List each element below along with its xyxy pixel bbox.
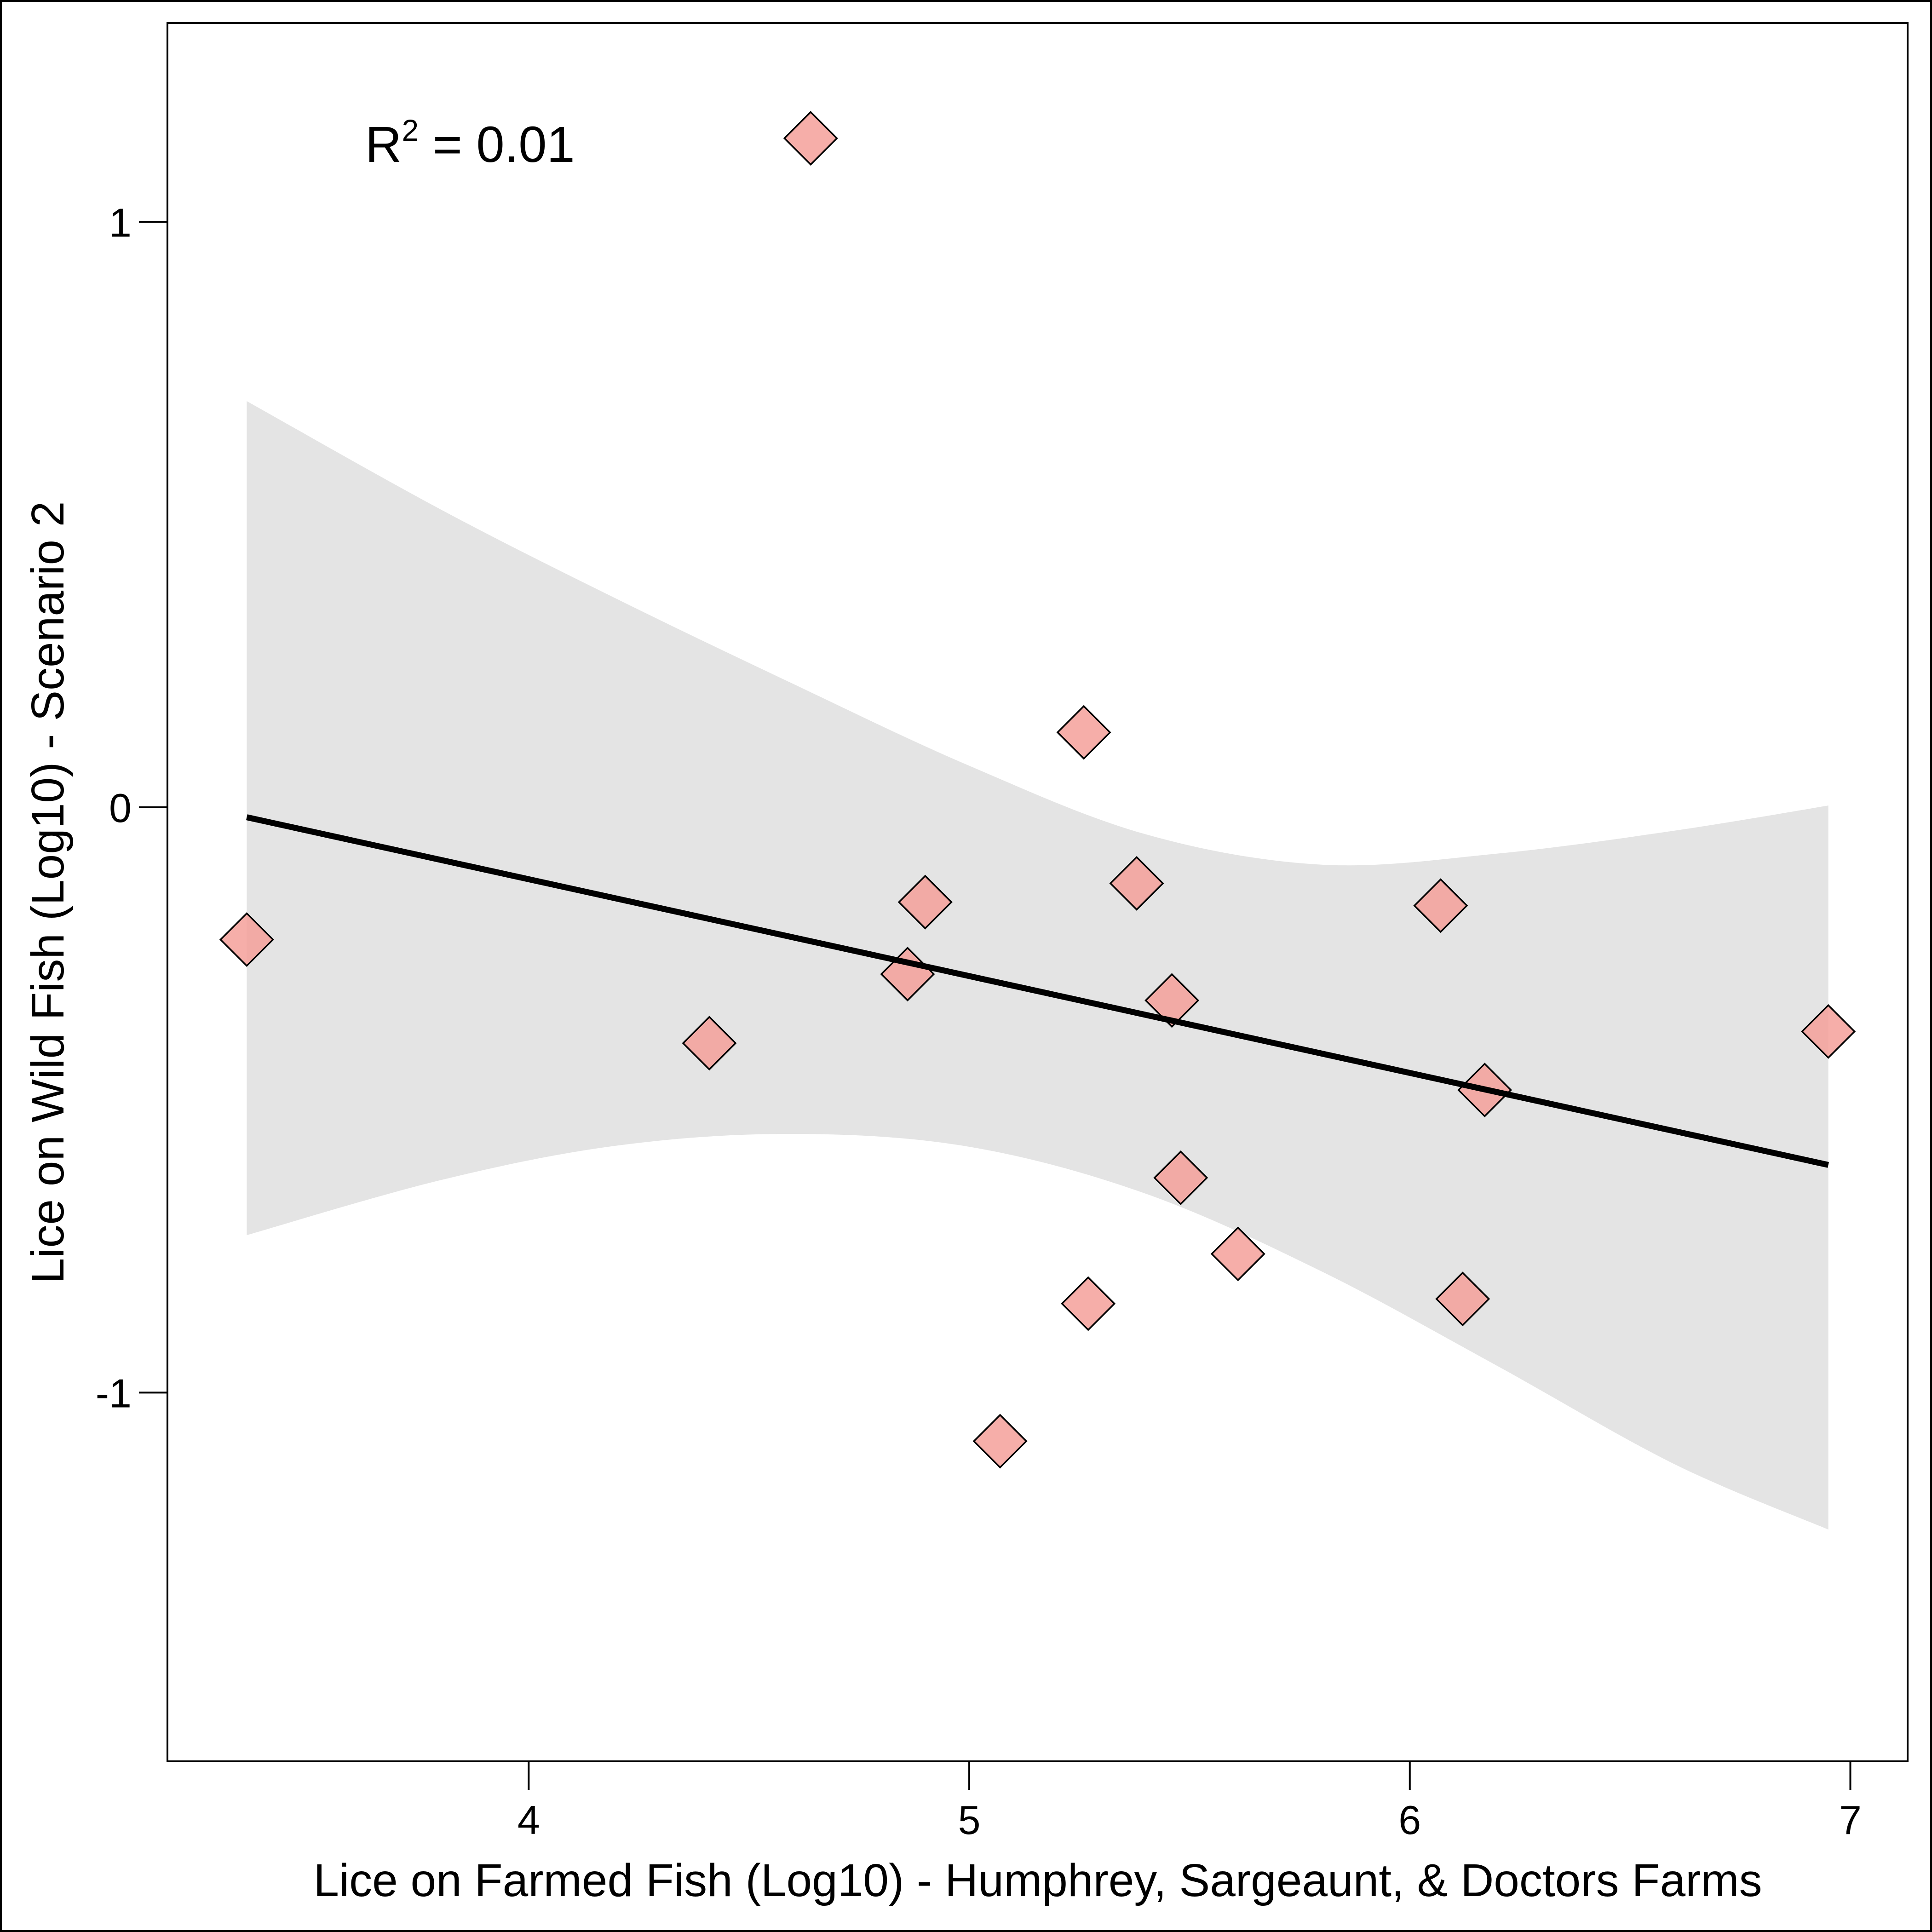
x-tick-label: 5	[958, 1797, 981, 1843]
data-point-6	[972, 1414, 1028, 1469]
x-axis-label: Lice on Farmed Fish (Log10) - Humphrey, …	[313, 1855, 1762, 1906]
x-tick-label: 6	[1398, 1797, 1421, 1843]
data-point-16	[1801, 1004, 1856, 1059]
data-point-13	[1413, 878, 1468, 933]
y-tick-label: -1	[96, 1370, 132, 1416]
x-tick-label: 4	[518, 1797, 540, 1843]
data-point-10	[1144, 973, 1200, 1028]
y-axis-label: Lice on Wild Fish (Log10) - Scenario 2	[22, 501, 74, 1284]
data-point-5	[897, 874, 953, 930]
x-tick-label: 7	[1839, 1797, 1862, 1843]
data-point-2	[783, 111, 838, 166]
data-point-7	[1056, 705, 1111, 760]
data-point-3	[682, 1016, 737, 1071]
data-point-8	[1061, 1276, 1116, 1331]
confidence-band	[247, 401, 1828, 1530]
y-tick-label: 1	[109, 200, 132, 246]
y-tick-label: 0	[109, 785, 132, 831]
data-point-11	[1153, 1150, 1208, 1205]
data-point-12	[1210, 1226, 1265, 1282]
confidence-band-layer	[247, 401, 1828, 1530]
axes-layer: 4 5 6 7 1 0 -1	[96, 200, 1862, 1843]
data-point-1	[219, 912, 274, 967]
regression-line	[246, 814, 1829, 1168]
fit-line-layer	[246, 814, 1829, 1168]
data-point-9	[1109, 856, 1164, 911]
points-layer	[219, 111, 1856, 1469]
r-squared-annotation: R2 = 0.01	[365, 113, 575, 173]
data-point-14	[1435, 1271, 1490, 1327]
